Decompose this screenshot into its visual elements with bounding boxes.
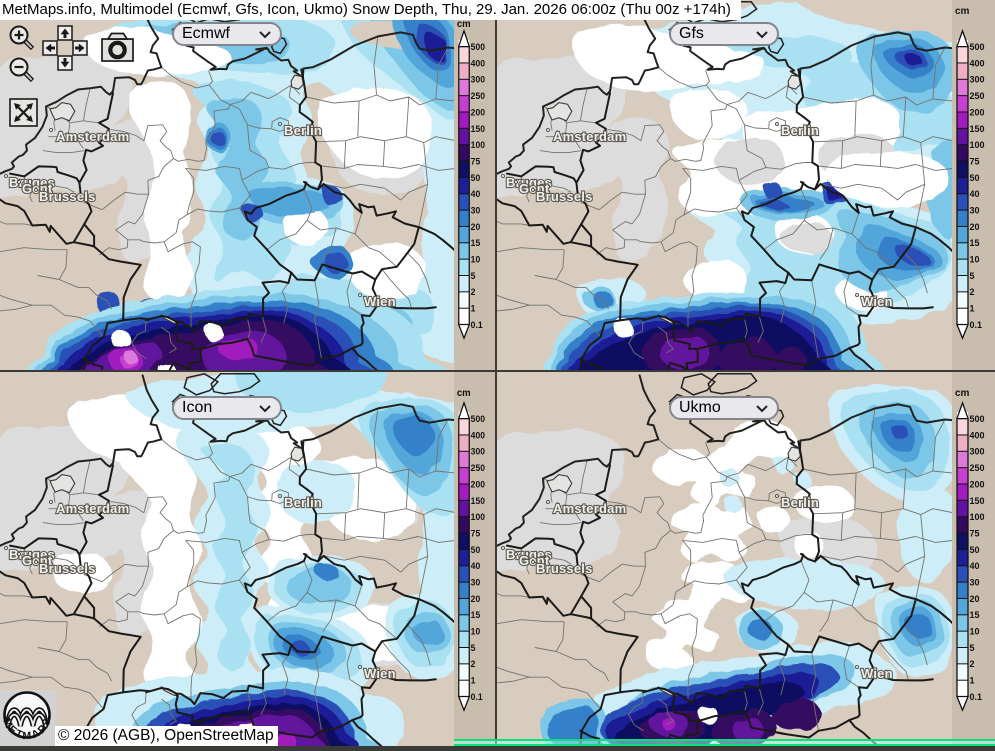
svg-text:100: 100 (471, 512, 485, 522)
svg-text:1: 1 (471, 303, 476, 313)
svg-text:40: 40 (970, 561, 980, 571)
svg-text:500: 500 (970, 42, 985, 52)
svg-text:0.1: 0.1 (471, 320, 483, 330)
svg-text:400: 400 (970, 58, 985, 68)
svg-text:20: 20 (970, 222, 980, 232)
svg-text:250: 250 (970, 463, 985, 473)
svg-text:2: 2 (970, 287, 975, 297)
svg-text:10: 10 (970, 627, 980, 637)
svg-text:150: 150 (970, 124, 985, 134)
svg-text:50: 50 (970, 545, 980, 555)
svg-text:1: 1 (471, 675, 476, 685)
svg-text:15: 15 (471, 610, 481, 620)
svg-text:150: 150 (970, 496, 985, 506)
svg-text:200: 200 (970, 107, 985, 117)
svg-text:50: 50 (970, 173, 980, 183)
svg-text:1: 1 (970, 304, 975, 314)
svg-text:10: 10 (970, 255, 980, 265)
svg-text:0.1: 0.1 (970, 320, 983, 330)
svg-text:150: 150 (471, 496, 485, 506)
svg-text:0.1: 0.1 (471, 692, 483, 702)
svg-text:2: 2 (471, 287, 476, 297)
svg-text:50: 50 (471, 545, 481, 555)
svg-text:250: 250 (471, 463, 485, 473)
svg-text:5: 5 (970, 271, 975, 281)
svg-text:30: 30 (970, 578, 980, 588)
svg-text:1: 1 (970, 676, 975, 686)
svg-text:400: 400 (471, 430, 485, 440)
svg-text:20: 20 (471, 594, 481, 604)
svg-text:0.1: 0.1 (970, 692, 983, 702)
svg-text:400: 400 (970, 430, 985, 440)
svg-text:500: 500 (471, 42, 485, 52)
svg-text:400: 400 (471, 58, 485, 68)
svg-text:40: 40 (471, 561, 481, 571)
svg-text:100: 100 (471, 140, 485, 150)
svg-text:cm: cm (457, 388, 471, 399)
svg-text:75: 75 (471, 528, 481, 538)
svg-text:200: 200 (471, 107, 485, 117)
svg-text:100: 100 (970, 140, 985, 150)
svg-text:cm: cm (955, 388, 970, 399)
svg-text:75: 75 (471, 156, 481, 166)
svg-text:15: 15 (970, 238, 980, 248)
svg-text:30: 30 (970, 206, 980, 216)
svg-text:200: 200 (471, 479, 485, 489)
svg-text:300: 300 (471, 447, 485, 457)
svg-text:2: 2 (970, 659, 975, 669)
svg-text:75: 75 (970, 157, 980, 167)
svg-text:10: 10 (471, 626, 481, 636)
svg-text:15: 15 (970, 610, 980, 620)
svg-text:250: 250 (970, 91, 985, 101)
svg-text:500: 500 (970, 414, 985, 424)
svg-text:500: 500 (471, 414, 485, 424)
svg-text:40: 40 (471, 189, 481, 199)
svg-text:5: 5 (471, 643, 476, 653)
svg-text:150: 150 (471, 124, 485, 134)
svg-text:250: 250 (471, 91, 485, 101)
svg-text:75: 75 (970, 529, 980, 539)
svg-text:5: 5 (970, 643, 975, 653)
svg-text:20: 20 (970, 594, 980, 604)
svg-text:5: 5 (471, 271, 476, 281)
svg-text:40: 40 (970, 189, 980, 199)
svg-text:cm: cm (955, 6, 970, 17)
svg-text:2: 2 (471, 659, 476, 669)
svg-text:10: 10 (471, 254, 481, 264)
svg-text:30: 30 (471, 205, 481, 215)
svg-text:300: 300 (970, 447, 985, 457)
svg-text:100: 100 (970, 512, 985, 522)
svg-text:300: 300 (471, 75, 485, 85)
svg-text:50: 50 (471, 173, 481, 183)
svg-text:300: 300 (970, 75, 985, 85)
svg-text:30: 30 (471, 577, 481, 587)
svg-text:200: 200 (970, 479, 985, 489)
svg-text:cm: cm (457, 19, 471, 30)
svg-text:15: 15 (471, 238, 481, 248)
svg-text:20: 20 (471, 222, 481, 232)
